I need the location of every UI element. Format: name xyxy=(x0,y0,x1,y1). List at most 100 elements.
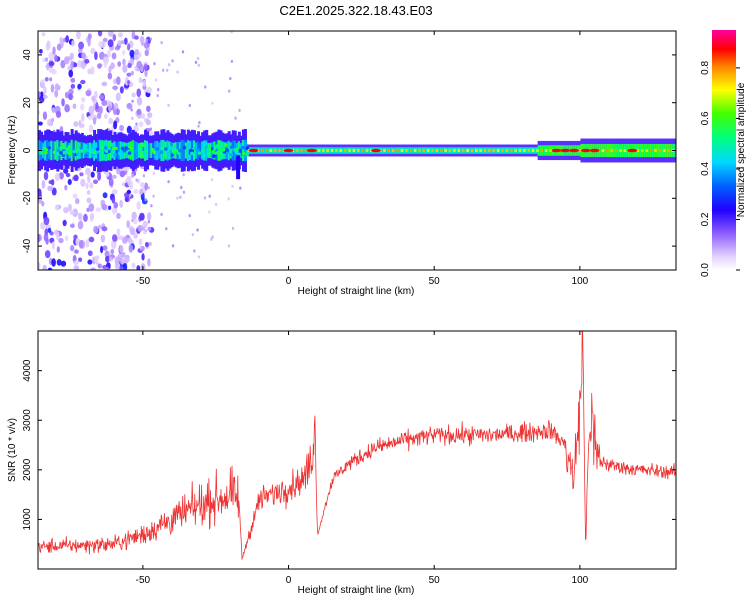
spectrogram-cell xyxy=(476,147,480,154)
spectrogram-cell xyxy=(146,105,151,113)
spectrogram-cell xyxy=(136,88,142,98)
spectrogram-cell xyxy=(164,147,168,151)
snr-marks xyxy=(38,331,676,560)
colorbar-tick-label: 0.0 xyxy=(700,263,711,277)
spectrogram-cell xyxy=(47,267,53,270)
spectrogram-cell xyxy=(613,143,617,158)
spectrogram-cell xyxy=(229,152,233,157)
spectrogram-cell xyxy=(654,149,657,152)
spectrogram-y-tick-label: 0 xyxy=(22,147,33,153)
spectrogram-cell xyxy=(103,146,108,150)
spectrogram-cell xyxy=(55,231,60,241)
spectrogram-cell xyxy=(602,143,606,158)
spectrogram-cell xyxy=(98,105,103,115)
spectrogram-cell xyxy=(45,57,49,62)
spectrogram-y-tick-label: 20 xyxy=(22,97,33,109)
spectrogram-cell xyxy=(658,149,662,152)
spectrogram-cell xyxy=(111,240,117,250)
spectrogram-cell xyxy=(85,182,89,190)
spectrogram-cell xyxy=(598,143,602,158)
spectrogram-cell xyxy=(63,168,69,174)
spectrogram-panel: -50 0 50 100 -40 -20 0 20 40 Height of straight… xyxy=(7,30,677,297)
spectrogram-cell xyxy=(215,141,219,160)
spectrogram-cell xyxy=(94,51,98,61)
spectrogram-cell xyxy=(224,148,229,152)
spectrogram-cell xyxy=(361,149,364,152)
spectrogram-cell xyxy=(88,105,95,115)
spectrogram-cell xyxy=(621,143,625,158)
spectrogram-cell xyxy=(525,147,529,154)
spectrogram-cell xyxy=(129,227,136,236)
spectrogram-cell xyxy=(150,147,155,152)
spectrogram-cell xyxy=(88,142,92,159)
spectrogram-cell xyxy=(38,121,43,126)
spectrogram-cell xyxy=(74,198,80,205)
spectrogram-cell xyxy=(128,244,134,253)
spectrogram-cell xyxy=(56,246,60,253)
spectrogram-cell xyxy=(300,149,303,152)
spectrogram-cell xyxy=(43,86,47,94)
spectrogram-cell xyxy=(92,117,97,125)
spectrogram-cell xyxy=(104,113,108,120)
spectrogram-cell xyxy=(437,147,441,154)
spectrogram-cell xyxy=(122,64,128,73)
spectrogram-cell xyxy=(507,147,511,154)
spectrogram-cell xyxy=(210,178,214,182)
spectrogram-cell xyxy=(636,149,640,152)
spectrogram-cell xyxy=(105,172,110,178)
spectrogram-cell xyxy=(502,147,506,154)
spectrogram-cell xyxy=(73,121,79,128)
spectrogram-cell xyxy=(54,89,59,98)
spectrogram-cell xyxy=(51,241,56,250)
spectrogram-cell xyxy=(142,151,147,155)
spectrogram-cell xyxy=(262,147,266,154)
spectrogram-cell xyxy=(86,197,92,204)
spectrogram-cell xyxy=(108,256,114,262)
spectrogram-cell xyxy=(260,149,264,152)
spectrogram-cell xyxy=(135,141,139,160)
spectrogram-cell xyxy=(93,179,99,184)
spectrogram-cell xyxy=(117,151,122,156)
spectrogram-cell xyxy=(246,147,250,154)
spectrogram-cell xyxy=(181,50,185,54)
spectrogram-cell xyxy=(384,147,388,154)
spectrogram-cell xyxy=(466,149,469,152)
spectrogram-cell xyxy=(78,257,83,262)
spectrogram-cell xyxy=(480,147,484,154)
spectrogram-cell xyxy=(112,34,117,42)
spectrogram-cell xyxy=(70,83,76,89)
spectrogram-cell xyxy=(144,182,148,191)
spectrogram-cell xyxy=(85,239,90,248)
spectrogram-cell xyxy=(400,149,404,152)
spectrogram-cell xyxy=(211,235,214,239)
spectrogram-peak xyxy=(306,148,317,153)
spectrogram-peak xyxy=(627,148,638,153)
spectrogram-cell xyxy=(80,97,86,103)
spectrogram-cell xyxy=(234,116,237,120)
spectrogram-cell xyxy=(319,147,323,154)
spectrogram-cell xyxy=(147,186,150,190)
spectrogram-cell xyxy=(104,149,109,153)
spectrogram-cell xyxy=(131,262,136,269)
spectrogram-cell xyxy=(111,206,116,215)
spectrogram-cell xyxy=(101,203,108,211)
spectrogram-cell xyxy=(76,31,81,40)
spectrogram-cell xyxy=(217,140,221,161)
spectrogram-cell xyxy=(117,40,122,46)
spectrogram-cell xyxy=(111,146,116,151)
spectrogram-cell xyxy=(117,235,124,241)
spectrogram-cell xyxy=(241,151,246,156)
spectrogram-cell xyxy=(124,146,128,150)
spectrogram-cell xyxy=(160,41,163,45)
spectrogram-cell xyxy=(292,147,296,154)
spectrogram-x-ticks: -50 0 50 100 xyxy=(136,31,589,287)
spectrogram-cell xyxy=(48,141,52,160)
spectrogram-cell xyxy=(142,143,146,147)
spectrogram-cell xyxy=(56,43,62,51)
spectrogram-cell xyxy=(80,103,85,111)
spectrogram-cell xyxy=(80,113,85,122)
spectrogram-cell xyxy=(474,149,478,152)
snr-series-line xyxy=(38,331,676,560)
spectrogram-cell xyxy=(182,173,185,177)
spectrogram-cell xyxy=(40,79,46,84)
